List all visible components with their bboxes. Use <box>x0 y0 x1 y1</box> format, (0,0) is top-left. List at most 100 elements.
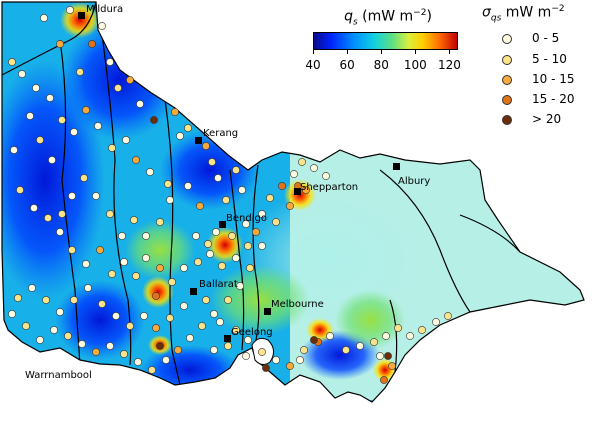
station-marker <box>204 240 212 248</box>
station-marker <box>108 270 116 278</box>
station-marker <box>174 346 182 354</box>
station-marker <box>244 242 252 250</box>
station-marker <box>298 158 306 166</box>
station-marker <box>152 292 160 300</box>
station-marker <box>246 264 254 272</box>
station-marker <box>140 312 148 320</box>
station-marker <box>70 296 78 304</box>
station-marker <box>278 182 286 190</box>
station-marker <box>96 246 104 254</box>
station-marker <box>432 318 440 326</box>
station-marker <box>236 282 244 290</box>
station-marker <box>258 210 266 218</box>
station-marker <box>48 156 56 164</box>
station-marker <box>242 220 250 228</box>
station-marker <box>300 346 308 354</box>
station-marker <box>166 314 174 322</box>
station-marker <box>8 58 16 66</box>
station-marker <box>94 122 102 130</box>
station-marker <box>82 106 90 114</box>
station-marker <box>380 376 388 384</box>
station-marker <box>112 312 120 320</box>
station-marker <box>118 232 126 240</box>
station-marker <box>206 250 214 258</box>
station-marker <box>214 174 222 182</box>
station-marker <box>88 40 96 48</box>
city-marker-ballarat <box>190 288 197 295</box>
station-marker <box>202 296 210 304</box>
station-marker <box>32 84 40 92</box>
station-marker <box>68 192 76 200</box>
station-marker <box>418 326 426 334</box>
station-marker <box>356 342 364 350</box>
station-marker <box>326 332 334 340</box>
station-marker <box>92 348 100 356</box>
station-marker <box>122 136 130 144</box>
city-marker-albury <box>393 163 400 170</box>
station-marker <box>66 6 74 14</box>
station-marker <box>244 336 252 344</box>
station-marker <box>148 366 156 374</box>
station-marker <box>310 164 318 172</box>
station-marker <box>16 186 24 194</box>
station-marker <box>106 58 114 66</box>
legend-label: 15 - 20 <box>532 92 575 106</box>
station-marker <box>342 346 350 354</box>
station-marker <box>286 362 294 370</box>
station-marker <box>388 362 396 370</box>
station-marker <box>114 84 122 92</box>
station-marker <box>146 168 154 176</box>
station-marker <box>242 352 250 360</box>
station-marker <box>164 180 172 188</box>
station-marker <box>224 296 232 304</box>
station-marker <box>394 324 402 332</box>
station-marker <box>296 356 304 364</box>
station-marker <box>126 322 134 330</box>
city-labels: Mildura Kerang Shepparton Albury Bendigo… <box>25 4 430 381</box>
station-marker <box>84 284 92 292</box>
station-marker <box>272 218 280 226</box>
station-marker <box>126 76 134 84</box>
station-marker <box>224 342 232 350</box>
station-marker <box>322 172 330 180</box>
colorbar-tick-label: 100 <box>403 58 427 72</box>
station-marker <box>168 278 176 286</box>
station-marker <box>171 108 179 116</box>
station-marker <box>162 356 170 364</box>
station-marker <box>56 228 64 236</box>
station-marker <box>156 218 164 226</box>
colorbar-tickmark <box>415 50 417 54</box>
station-marker <box>196 202 204 210</box>
legend-title: σqs mW m−2 <box>482 4 565 24</box>
city-marker-geelong <box>224 335 231 342</box>
station-marker <box>310 336 318 344</box>
station-marker <box>184 124 192 132</box>
city-label-mildura: Mildura <box>86 4 123 15</box>
city-label-kerang: Kerang <box>203 128 238 139</box>
station-marker <box>108 144 116 152</box>
colorbar-tickmark <box>449 50 451 54</box>
station-marker <box>132 272 140 280</box>
legend-label: > 20 <box>532 112 562 126</box>
station-marker <box>258 242 266 250</box>
station-marker <box>150 116 158 124</box>
station-marker <box>202 142 210 150</box>
station-marker <box>120 258 128 266</box>
station-marker <box>232 254 240 262</box>
station-marker <box>56 40 64 48</box>
legend-dot <box>502 75 512 85</box>
station-marker <box>64 332 72 340</box>
station-marker <box>232 326 240 334</box>
station-marker <box>180 264 188 272</box>
station-marker <box>192 232 200 240</box>
colorbar-tickmark <box>313 50 314 54</box>
station-marker <box>228 232 236 240</box>
station-marker <box>28 284 36 292</box>
station-marker <box>78 340 86 348</box>
heat-flow-stations <box>8 6 452 384</box>
station-marker <box>176 132 184 140</box>
legend-label: 0 - 5 <box>532 31 560 45</box>
station-marker <box>58 210 66 218</box>
station-marker <box>106 342 114 350</box>
